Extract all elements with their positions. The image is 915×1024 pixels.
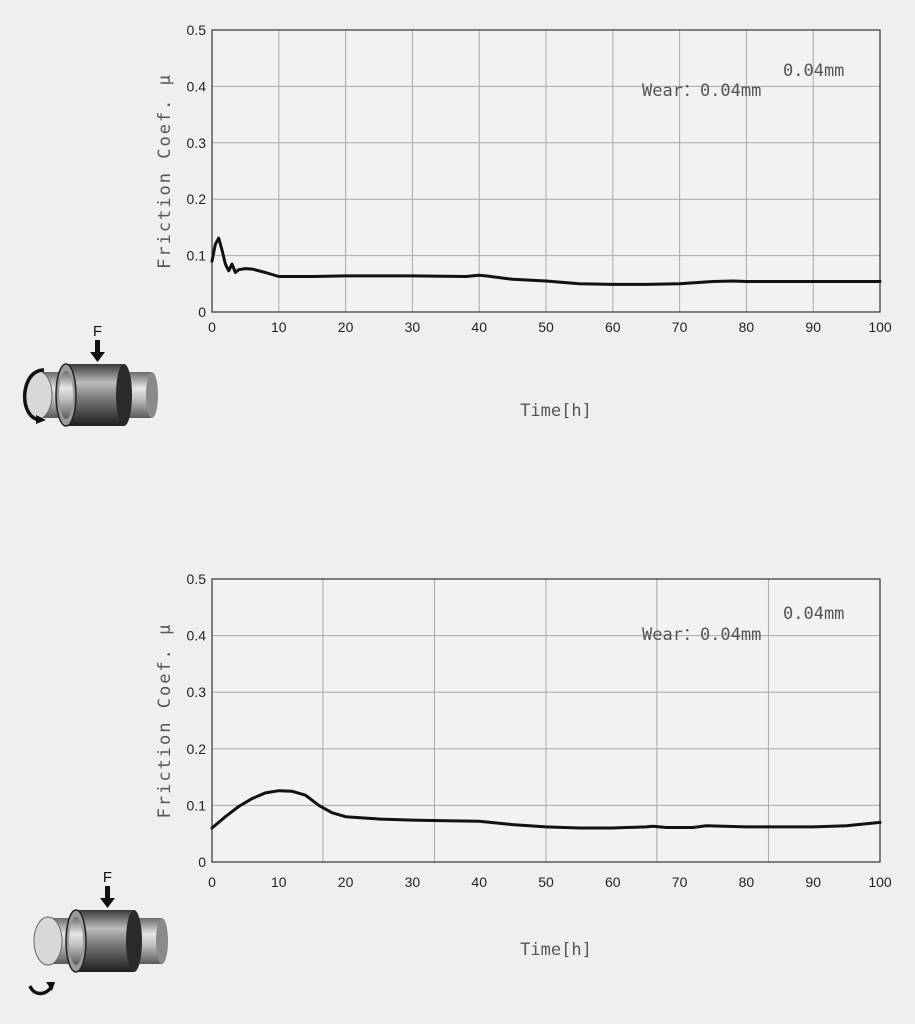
plot-frame: [211, 578, 881, 863]
chart-1: 0 0.1 0.2 0.3 0.4 0.5 0 10 20 30 40 50 60 70 80 90 100 Ti…: [155, 22, 892, 421]
wear-annotation: Wear：0.04mm: [642, 625, 761, 645]
x-axis-label: Time[h]: [520, 940, 592, 960]
x-tick-label: 0: [208, 319, 216, 335]
y-tick-label: 0.1: [187, 248, 207, 264]
x-tick-label: 20: [338, 319, 354, 335]
plot-frame: [211, 29, 881, 313]
y-tick-label: 0: [198, 304, 206, 320]
y-tick-label: 0.5: [187, 22, 207, 38]
force-label: F: [93, 323, 102, 340]
wear-annotation: Wear：0.04mm: [642, 81, 761, 101]
x-tick-label: 30: [405, 874, 421, 890]
y-tick-label: 0.4: [187, 628, 207, 644]
x-tick-label: 100: [868, 319, 892, 335]
y-axis-label: Friction Coef. μ: [155, 73, 175, 269]
x-axis-label: Time[h]: [520, 401, 592, 421]
x-tick-label: 60: [605, 874, 621, 890]
x-tick-label: 90: [805, 319, 821, 335]
x-tick-label: 10: [271, 319, 287, 335]
x-tick-label: 50: [538, 319, 554, 335]
y-tick-label: 0.1: [187, 797, 207, 813]
x-tick-label: 60: [605, 319, 621, 335]
y-tick-label: 0.3: [187, 684, 207, 700]
series-line-friction: [210, 236, 882, 286]
y-tick-label: 0.3: [187, 135, 207, 151]
bearing-rotating-shaft-icon: F: [23, 323, 158, 427]
x-tick-label: 30: [405, 319, 421, 335]
x-tick-label: 10: [271, 874, 287, 890]
x-tick-label: 20: [338, 874, 354, 890]
y-tick-label: 0.2: [187, 191, 207, 207]
force-label: F: [103, 869, 112, 886]
x-tick-label: 40: [471, 874, 487, 890]
x-tick-label: 80: [739, 874, 755, 890]
x-tick-label: 80: [739, 319, 755, 335]
chart-2: 0 0.1 0.2 0.3 0.4 0.5 0 10 20 30 40 50 60 70 80 90 100 Ti…: [155, 571, 892, 960]
bearing-oscillating-shaft-icon: F: [28, 869, 168, 996]
y-tick-label: 0.2: [187, 741, 207, 757]
y-tick-label: 0.4: [187, 78, 207, 94]
x-tick-label: 40: [471, 319, 487, 335]
y-tick-label: 0: [198, 854, 206, 870]
x-tick-label: 90: [805, 874, 821, 890]
x-tick-label: 70: [672, 874, 688, 890]
wear-value-annotation: 0.04mm: [783, 604, 844, 624]
series-line-friction: [210, 789, 882, 830]
x-tick-label: 70: [672, 319, 688, 335]
x-tick-label: 0: [208, 874, 216, 890]
y-tick-label: 0.5: [187, 571, 207, 587]
x-tick-label: 100: [868, 874, 892, 890]
y-axis-label: Friction Coef. μ: [155, 623, 175, 819]
wear-value-annotation: 0.04mm: [783, 61, 844, 81]
x-tick-label: 50: [538, 874, 554, 890]
